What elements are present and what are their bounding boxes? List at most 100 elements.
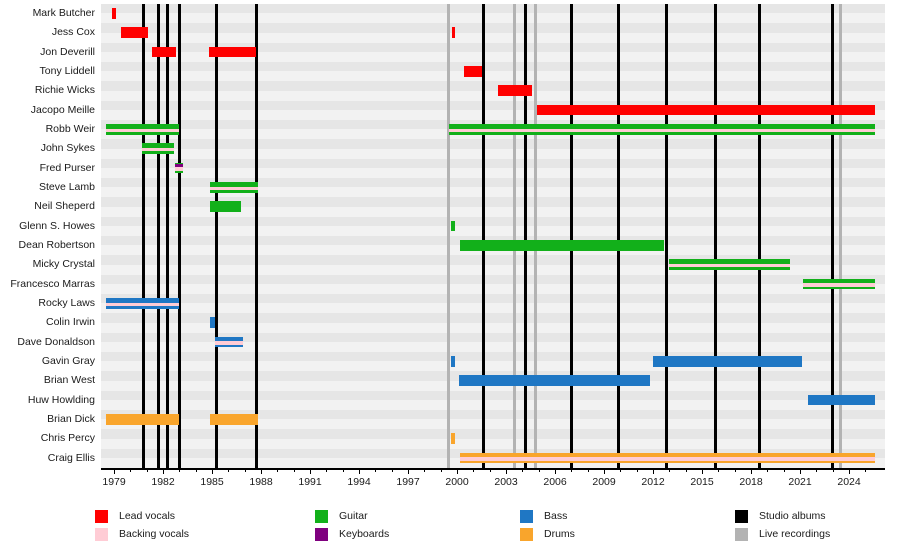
membership-bar <box>808 394 876 406</box>
x-axis-tick <box>604 468 606 474</box>
x-axis-minor-tick <box>767 468 769 472</box>
x-axis-tick <box>457 468 459 474</box>
row-band <box>101 419 885 430</box>
x-axis-minor-tick <box>734 468 736 472</box>
studio-album-marker <box>617 4 621 468</box>
x-axis-minor-tick <box>277 468 279 472</box>
member-label: Brian West <box>43 374 95 387</box>
x-axis-tick <box>114 468 116 474</box>
row-band <box>101 32 885 43</box>
x-axis-tick-label: 2009 <box>592 476 616 488</box>
row-band <box>101 71 885 82</box>
x-axis-minor-tick <box>473 468 475 472</box>
membership-bar <box>210 317 216 328</box>
membership-bar <box>463 65 482 77</box>
row-band <box>101 206 885 217</box>
studio-album-marker <box>215 4 219 468</box>
x-axis-minor-tick <box>538 468 540 472</box>
x-axis-tick <box>702 468 704 474</box>
x-axis-minor-tick <box>424 468 426 472</box>
live-recording-marker <box>512 4 516 468</box>
live-recording-marker <box>447 4 451 468</box>
row-band <box>101 303 885 314</box>
x-axis-minor-tick <box>130 468 132 472</box>
x-axis-tick-label: 1991 <box>298 476 322 488</box>
studio-album-marker <box>757 4 761 468</box>
member-label: Gavin Gray <box>41 354 95 367</box>
row-band <box>101 399 885 410</box>
legend-label: Lead vocals <box>119 510 176 522</box>
membership-bar <box>460 457 876 461</box>
membership-bar <box>497 85 533 96</box>
x-axis-tick-label: 1988 <box>249 476 273 488</box>
row-band <box>101 187 885 198</box>
membership-bar <box>120 27 149 38</box>
row-band <box>101 109 885 120</box>
row-band <box>101 13 885 24</box>
member-label: Dean Robertson <box>18 238 95 251</box>
x-axis-tick-label: 2003 <box>494 476 518 488</box>
x-axis-minor-tick <box>832 468 834 472</box>
member-label: Dave Donaldson <box>17 335 95 348</box>
member-label: Richie Wicks <box>34 84 95 97</box>
studio-album-marker <box>713 4 717 468</box>
row-band <box>101 225 885 236</box>
legend-swatch-icon <box>315 510 328 523</box>
membership-bar <box>803 283 876 287</box>
member-label: Brian Dick <box>47 412 95 425</box>
legend-swatch-icon <box>735 510 748 523</box>
x-axis-tick <box>555 468 557 474</box>
x-axis-minor-tick <box>636 468 638 472</box>
x-axis-tick-label: 2024 <box>837 476 861 488</box>
row-band <box>101 264 885 275</box>
x-axis-tick-label: 2018 <box>739 476 763 488</box>
x-axis-tick <box>849 468 851 474</box>
x-axis-tick <box>310 468 312 474</box>
x-axis-tick-label: 1982 <box>151 476 175 488</box>
x-axis-minor-tick <box>244 468 246 472</box>
membership-bar <box>448 128 876 133</box>
membership-bar <box>669 264 791 268</box>
legend-label: Studio albums <box>759 510 826 522</box>
legend-label: Bass <box>544 510 568 522</box>
x-axis-minor-tick <box>179 468 181 472</box>
x-axis-tick <box>163 468 165 474</box>
membership-bar <box>105 128 180 133</box>
x-axis-tick <box>408 468 410 474</box>
member-label: Fred Purser <box>39 161 95 174</box>
membership-bar <box>450 220 456 232</box>
membership-bar <box>208 46 257 58</box>
member-label: Craig Ellis <box>47 451 95 464</box>
membership-bar <box>450 355 456 367</box>
membership-bar <box>210 201 242 212</box>
membership-bar <box>174 164 183 169</box>
membership-bar <box>112 7 116 19</box>
x-axis-tick-label: 2006 <box>543 476 567 488</box>
x-axis-minor-tick <box>522 468 524 472</box>
x-axis-tick-label: 1985 <box>200 476 224 488</box>
x-axis-tick <box>653 468 655 474</box>
legend-swatch-icon <box>520 510 533 523</box>
x-axis-minor-tick <box>375 468 377 472</box>
x-axis-tick <box>261 468 263 474</box>
membership-bar <box>105 413 180 425</box>
member-label: Glenn S. Howes <box>19 219 95 232</box>
row-band <box>101 283 885 294</box>
member-label: Mark Butcher <box>32 6 95 19</box>
row-band <box>101 322 885 333</box>
x-axis-minor-tick <box>342 468 344 472</box>
x-axis-tick-label: 1994 <box>347 476 371 488</box>
x-axis-minor-tick <box>718 468 720 472</box>
membership-bar <box>458 375 650 386</box>
x-axis-tick <box>751 468 753 474</box>
member-label: Huw Howlding <box>27 393 95 406</box>
studio-album-marker <box>481 4 485 468</box>
row-band <box>101 167 885 178</box>
member-label: Robb Weir <box>45 122 95 135</box>
x-axis-tick <box>800 468 802 474</box>
membership-bar <box>460 239 665 251</box>
member-label: Steve Lamb <box>38 180 95 193</box>
studio-album-marker <box>166 4 170 468</box>
member-label: Jacopo Meille <box>30 103 95 116</box>
